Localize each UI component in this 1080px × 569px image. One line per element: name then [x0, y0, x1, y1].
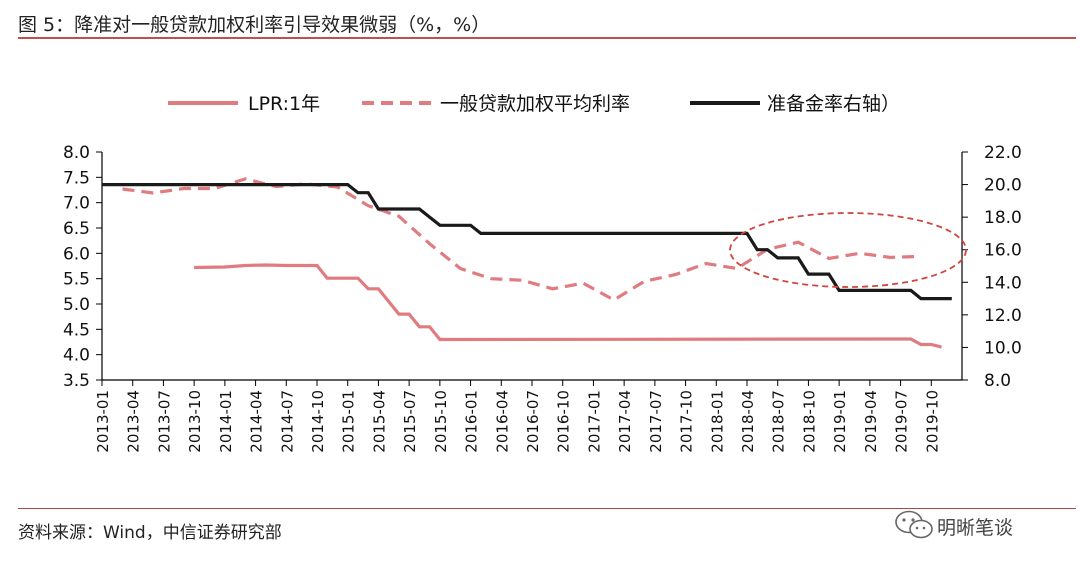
watermark: 明晰笔谈: [893, 508, 1073, 542]
x-tick-label: 2017-07: [647, 390, 665, 453]
x-tick-label: 2014-04: [248, 390, 266, 453]
y-right-tick-label: 14.0: [984, 273, 1022, 293]
y-left-tick-label: 5.0: [63, 295, 90, 315]
source-note: 资料来源：Wind，中信证券研究部: [18, 523, 282, 543]
x-tick-label: 2015-04: [370, 390, 388, 453]
y-right-tick-label: 20.0: [984, 176, 1022, 196]
y-right-tick-label: 12.0: [984, 306, 1022, 326]
x-tick-label: 2016-01: [463, 390, 481, 453]
footer-rule: [18, 508, 1076, 509]
y-left-tick-label: 3.5: [63, 371, 90, 391]
x-tick-label: 2016-04: [493, 390, 511, 453]
x-tick-label: 2013-04: [125, 390, 143, 453]
x-tick-label: 2019-01: [831, 390, 849, 453]
legend-lpr-label: LPR:1年: [248, 93, 320, 115]
x-tick-label: 2017-10: [678, 390, 696, 453]
series-reserve-ratio: [102, 183, 952, 301]
y-right-tick-label: 22.0: [984, 143, 1022, 163]
x-tick-label: 2019-04: [862, 390, 880, 453]
y-left-tick-label: 5.5: [63, 270, 90, 290]
wechat-icon: [895, 510, 933, 539]
chart-title: 图 5：降准对一般贷款加权利率引导效果微弱（%，%）: [18, 14, 491, 36]
y-right-tick-label: 16.0: [984, 241, 1022, 261]
x-tick-label: 2013-01: [94, 390, 112, 453]
x-tick-label: 2018-07: [770, 390, 788, 453]
y-left-tick-label: 7.0: [63, 194, 90, 214]
header-rule: [18, 37, 1076, 39]
series: [102, 177, 952, 349]
y-right-tick-label: 10.0: [984, 338, 1022, 358]
annotations: [729, 212, 967, 288]
y-left-tick-label: 7.5: [63, 168, 90, 188]
y-left-tick-label: 8.0: [63, 143, 90, 163]
y-left-tick-label: 6.5: [63, 219, 90, 239]
x-tick-label: 2015-10: [432, 390, 450, 453]
x-tick-label: 2013-07: [155, 390, 173, 453]
x-tick-label: 2014-01: [217, 390, 235, 453]
x-tick-label: 2019-07: [893, 390, 911, 453]
watermark-text: 明晰笔谈: [937, 517, 1014, 539]
y-left-tick-label: 6.0: [63, 244, 90, 264]
legend-reserve-ratio-label: 准备金率右轴）: [767, 93, 900, 115]
axes: 3.5 4.0 4.5 5.0 5.5 6.0 6.5 7.0 7.5 8.0 8.0 10.0 12.…: [63, 143, 1022, 453]
x-tick-label: 2017-04: [616, 390, 634, 453]
x-tick-label: 2016-10: [555, 390, 573, 453]
series-loan-weighted-rate: [122, 177, 922, 302]
x-tick-label: 2013-10: [186, 390, 204, 453]
x-tick-label: 2019-10: [923, 390, 941, 453]
series-lpr-1y: [194, 263, 942, 349]
x-tick-label: 2018-01: [708, 390, 726, 453]
line-chart: LPR:1年 一般贷款加权平均利率 准备金率右轴） 3.5 4.0 4.5 5.0 5.5 6…: [63, 93, 1022, 453]
highlight-ellipse: [729, 212, 967, 288]
x-tick-label: 2015-01: [340, 390, 358, 453]
x-tick-label: 2014-07: [278, 390, 296, 453]
legend-loan-rate-label: 一般贷款加权平均利率: [440, 93, 630, 115]
x-tick-label: 2018-10: [800, 390, 818, 453]
x-tick-label: 2017-01: [585, 390, 603, 453]
legend: LPR:1年 一般贷款加权平均利率 准备金率右轴）: [168, 93, 900, 115]
x-tick-label: 2014-10: [309, 390, 327, 453]
y-right-tick-label: 18.0: [984, 208, 1022, 228]
x-tick-label: 2016-07: [524, 390, 542, 453]
y-left-tick-label: 4.0: [63, 346, 90, 366]
x-tick-label: 2018-04: [739, 390, 757, 453]
y-right-tick-label: 8.0: [984, 371, 1011, 391]
x-tick-label: 2015-07: [401, 390, 419, 453]
y-left-tick-label: 4.5: [63, 320, 90, 340]
